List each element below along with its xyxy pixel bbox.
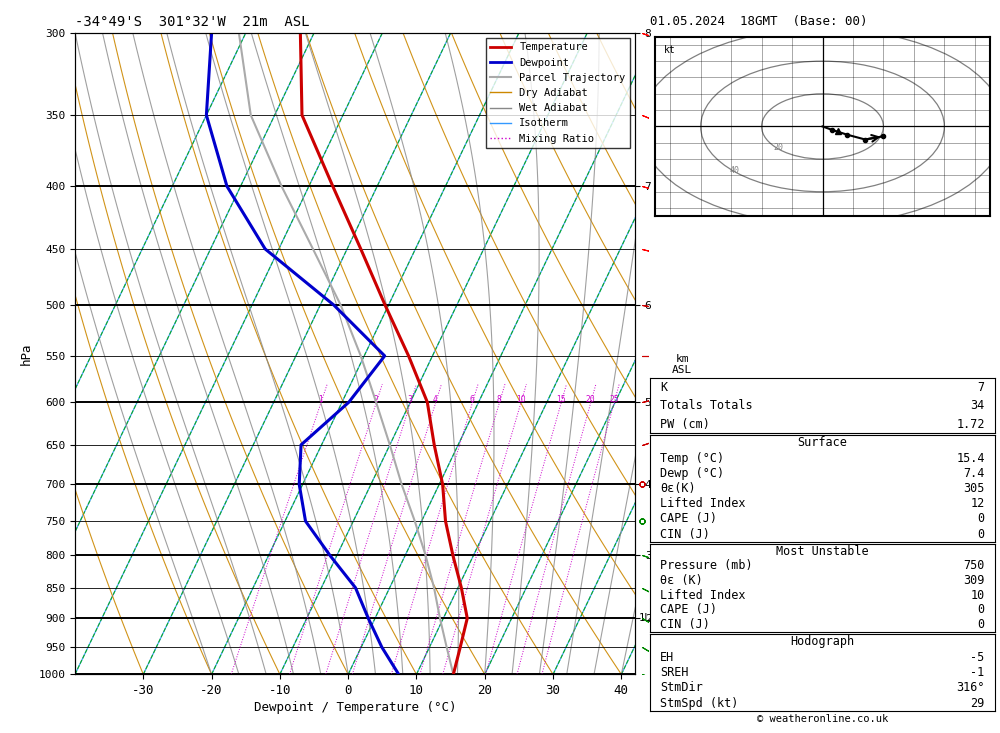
Text: Pressure (mb): Pressure (mb) [660,559,753,572]
Text: 4: 4 [433,394,438,404]
Text: 10: 10 [970,589,985,602]
Text: 34: 34 [970,399,985,412]
Text: 316°: 316° [956,682,985,694]
Text: 8: 8 [497,394,502,404]
Text: 0: 0 [978,512,985,526]
Text: Dewp (°C): Dewp (°C) [660,467,724,480]
Text: 1LCL: 1LCL [639,614,664,623]
Text: CIN (J): CIN (J) [660,618,710,631]
Text: θε (K): θε (K) [660,574,703,587]
Text: 15: 15 [556,394,566,404]
Text: Lifted Index: Lifted Index [660,589,746,602]
Text: 0: 0 [978,603,985,616]
Text: © weatheronline.co.uk: © weatheronline.co.uk [757,714,888,724]
Text: PW (cm): PW (cm) [660,418,710,430]
Y-axis label: km
ASL: km ASL [672,354,692,375]
Text: StmSpd (kt): StmSpd (kt) [660,697,739,710]
Text: 0: 0 [978,528,985,541]
Text: 29: 29 [970,697,985,710]
Text: 15.4: 15.4 [956,452,985,465]
Text: 305: 305 [963,482,985,495]
Text: StmDir: StmDir [660,682,703,694]
Text: Totals Totals: Totals Totals [660,399,753,412]
Text: Lifted Index: Lifted Index [660,497,746,510]
Text: -5: -5 [970,651,985,663]
Text: 20: 20 [586,394,595,404]
Text: 25: 25 [609,394,619,404]
Text: 40: 40 [730,166,740,175]
Text: 1.72: 1.72 [956,418,985,430]
Text: 7.4: 7.4 [963,467,985,480]
Text: K: K [660,381,667,394]
Text: 12: 12 [970,497,985,510]
Legend: Temperature, Dewpoint, Parcel Trajectory, Dry Adiabat, Wet Adiabat, Isotherm, Mi: Temperature, Dewpoint, Parcel Trajectory… [486,38,630,148]
Text: 7: 7 [978,381,985,394]
Text: Temp (°C): Temp (°C) [660,452,724,465]
Text: 0: 0 [978,618,985,631]
Text: kt: kt [664,45,676,55]
Text: Most Unstable: Most Unstable [776,545,869,558]
Text: 750: 750 [963,559,985,572]
Text: 2: 2 [374,394,378,404]
Text: Hodograph: Hodograph [790,636,855,648]
Y-axis label: hPa: hPa [20,342,33,365]
Text: 3: 3 [408,394,413,404]
Text: CAPE (J): CAPE (J) [660,603,717,616]
Text: θε(K): θε(K) [660,482,696,495]
Text: 1: 1 [318,394,323,404]
Text: CAPE (J): CAPE (J) [660,512,717,526]
Text: 20: 20 [774,143,784,152]
Text: -1: -1 [970,666,985,679]
Text: 6: 6 [470,394,475,404]
Text: 10: 10 [516,394,525,404]
Text: 01.05.2024  18GMT  (Base: 00): 01.05.2024 18GMT (Base: 00) [650,15,868,29]
Text: -34°49'S  301°32'W  21m  ASL: -34°49'S 301°32'W 21m ASL [75,15,310,29]
Text: 309: 309 [963,574,985,587]
Text: CIN (J): CIN (J) [660,528,710,541]
Text: EH: EH [660,651,675,663]
Text: SREH: SREH [660,666,689,679]
X-axis label: Dewpoint / Temperature (°C): Dewpoint / Temperature (°C) [254,701,456,714]
Text: Surface: Surface [798,436,847,449]
